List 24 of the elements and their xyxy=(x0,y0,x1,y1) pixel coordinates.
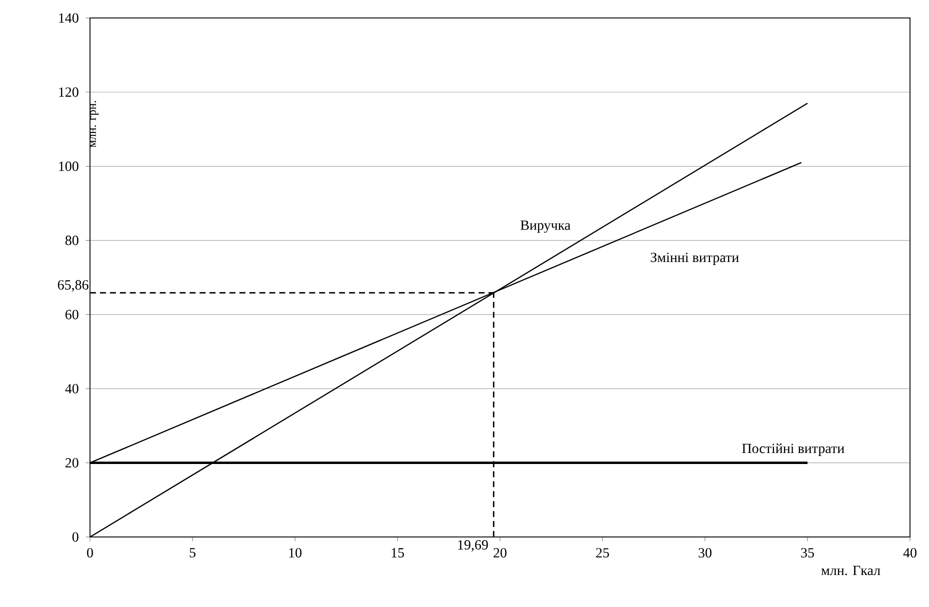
x-tick-label: 35 xyxy=(801,548,814,558)
x-tick-label: 30 xyxy=(698,548,712,558)
ref-line-label: 65,86 xyxy=(58,280,88,292)
y-axis-title: млн. грн. xyxy=(90,100,98,148)
y-tick-label: 40 xyxy=(65,384,78,394)
x-tick-label: 25 xyxy=(596,548,609,558)
x-axis-title: млн. Гкал xyxy=(821,566,880,576)
y-tick-label: 20 xyxy=(66,458,78,468)
y-tick-label: 60 xyxy=(66,310,78,320)
y-tick-label: 140 xyxy=(59,13,78,23)
x-tick-label: 40 xyxy=(903,548,916,558)
y-tick-label: 0 xyxy=(72,532,78,542)
x-tick-label: 5 xyxy=(190,548,196,558)
x-tick-label: 10 xyxy=(289,548,302,558)
y-tick-label: 100 xyxy=(59,162,78,171)
ref-line-label: 19,69 xyxy=(458,540,488,552)
series-label: Постійні витрати xyxy=(742,443,844,456)
series-label: Змінні витрати xyxy=(650,252,739,265)
x-tick-label: 20 xyxy=(494,548,506,558)
y-tick-label: 80 xyxy=(65,236,78,246)
x-tick-label: 15 xyxy=(392,548,404,558)
x-tick-label: 0 xyxy=(87,548,93,558)
series-label: Виручка xyxy=(520,220,570,233)
y-tick-label: 120 xyxy=(59,87,78,97)
